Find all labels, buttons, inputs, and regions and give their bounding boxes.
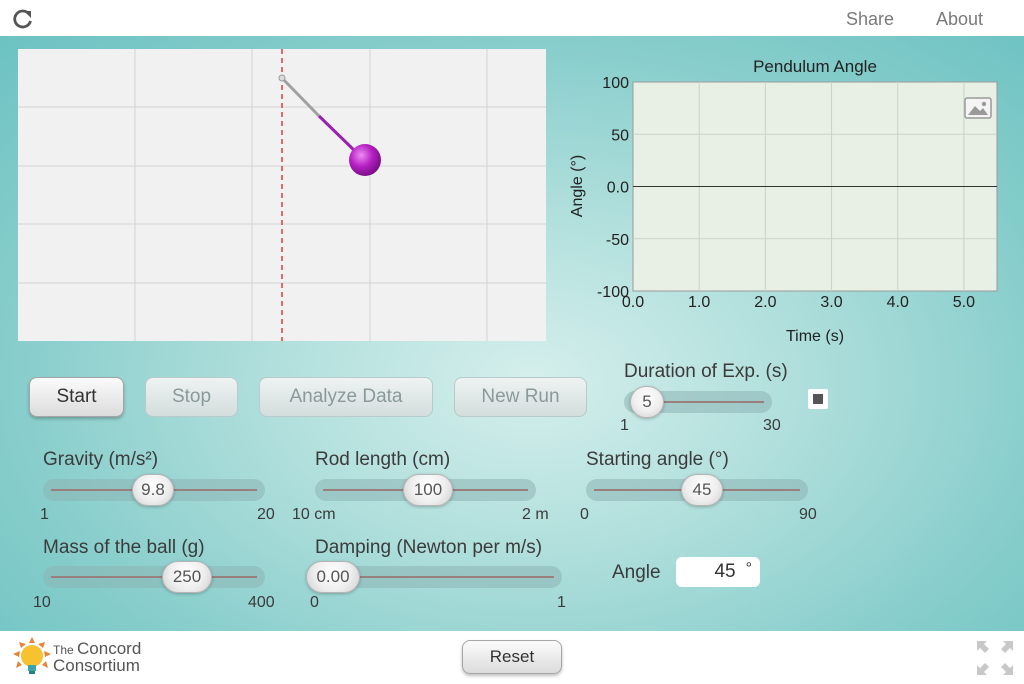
- top-bar: Share About: [0, 0, 1024, 37]
- image-icon[interactable]: [964, 97, 992, 119]
- mass-slider[interactable]: [43, 566, 265, 588]
- angle-readout: 45 °: [676, 557, 760, 587]
- pendulum-angle-chart: Pendulum Angle 100 50 0.0 -50 -100 0.0 1.0 2.0…: [560, 48, 1010, 348]
- starting-angle-max: 90: [799, 506, 817, 523]
- start-button[interactable]: Start: [29, 377, 124, 417]
- duration-thumb[interactable]: 5: [630, 386, 664, 418]
- rod-length-thumb[interactable]: 100: [403, 474, 453, 506]
- pendulum-bob[interactable]: [349, 144, 381, 176]
- pendulum-canvas: [18, 49, 546, 341]
- rod-length-min: 10 cm: [292, 506, 336, 523]
- mass-label: Mass of the ball (g): [43, 537, 205, 558]
- fullscreen-icon[interactable]: [975, 639, 1015, 677]
- stop-button[interactable]: Stop: [145, 377, 238, 417]
- pivot-point: [278, 74, 286, 82]
- main-panel: Pendulum Angle 100 50 0.0 -50 -100 0.0 1.0 2.0…: [0, 36, 1024, 631]
- x-tick-label: 2.0: [754, 294, 776, 311]
- concord-consortium-logo: [13, 637, 51, 674]
- pendulum-rod: [280, 76, 321, 118]
- duration-checkbox[interactable]: [808, 389, 828, 409]
- y-tick-label: -50: [606, 232, 629, 249]
- x-tick-label: 3.0: [820, 294, 842, 311]
- logo-consortium: Consortium: [53, 656, 140, 675]
- rod-length-label: Rod length (cm): [315, 449, 451, 470]
- x-tick-label: 1.0: [688, 294, 710, 311]
- damping-label: Damping (Newton per m/s): [315, 537, 543, 558]
- duration-label: Duration of Exp. (s): [624, 361, 788, 382]
- starting-angle-min: 0: [580, 506, 589, 523]
- x-tick-label: 0.0: [622, 294, 644, 311]
- new-run-button[interactable]: New Run: [454, 377, 587, 417]
- damping-slider[interactable]: [306, 566, 562, 588]
- x-tick-label: 4.0: [887, 294, 909, 311]
- duration-min: 1: [620, 417, 629, 434]
- y-tick-label: -100: [597, 284, 629, 301]
- reload-icon[interactable]: [12, 8, 34, 30]
- starting-angle-thumb[interactable]: 45: [681, 474, 723, 506]
- damping-max: 1: [557, 594, 566, 611]
- starting-angle-label: Starting angle (°): [586, 449, 729, 470]
- duration-max: 30: [763, 417, 781, 434]
- x-axis-label: Time (s): [786, 328, 844, 345]
- x-tick-label: 5.0: [953, 294, 975, 311]
- gravity-min: 1: [40, 506, 49, 523]
- about-link[interactable]: About: [936, 9, 984, 29]
- angle-readout-label: Angle: [612, 562, 661, 583]
- gravity-thumb[interactable]: 9.8: [132, 474, 174, 506]
- mass-min: 10: [33, 594, 51, 611]
- chart-svg: Pendulum Angle 100 50 0.0 -50 -100 0.0 1.0 2.0…: [569, 57, 998, 345]
- angle-unit: °: [745, 560, 752, 577]
- gravity-max: 20: [257, 506, 275, 523]
- chart-title: Pendulum Angle: [753, 57, 877, 76]
- y-tick-label: 100: [602, 75, 629, 92]
- y-axis-label: Angle (°): [569, 155, 586, 217]
- y-tick-label: 0.0: [607, 180, 629, 197]
- logo-text: The Concord Consortium: [53, 639, 142, 675]
- gravity-label: Gravity (m/s²): [43, 449, 159, 470]
- damping-thumb[interactable]: 0.00: [306, 561, 360, 593]
- pendulum-rod-end: [317, 114, 359, 155]
- bottom-bar: The Concord Consortium Reset: [0, 631, 1024, 684]
- analyze-data-button[interactable]: Analyze Data: [259, 377, 433, 417]
- reset-button[interactable]: Reset: [462, 640, 562, 674]
- mass-thumb[interactable]: 250: [162, 561, 212, 593]
- y-tick-label: 50: [611, 127, 629, 144]
- share-link[interactable]: Share: [846, 9, 895, 29]
- logo-the: The: [53, 643, 74, 657]
- damping-min: 0: [310, 594, 319, 611]
- pendulum-view: [18, 49, 546, 341]
- rod-length-max: 2 m: [522, 506, 549, 523]
- logo-concord: Concord: [77, 639, 142, 658]
- angle-value: 45: [714, 561, 736, 582]
- mass-max: 400: [248, 594, 275, 611]
